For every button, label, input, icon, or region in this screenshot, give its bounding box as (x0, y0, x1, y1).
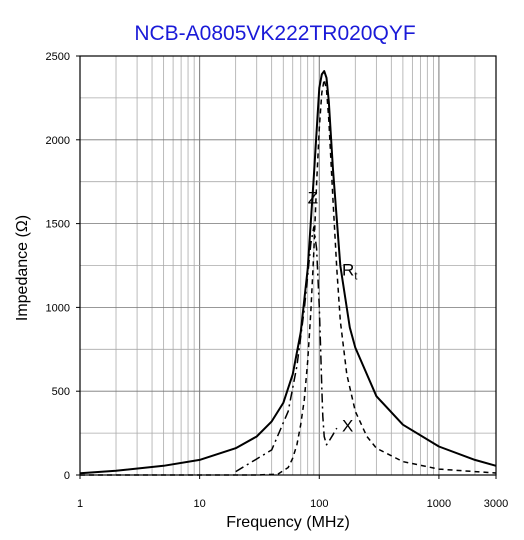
grid (80, 56, 496, 475)
annotation-x: X (342, 416, 353, 435)
x-tick-label: 100 (310, 498, 328, 510)
series-line-r (80, 78, 497, 476)
series-line-z (79, 70, 497, 475)
x-tick-label: 3000 (484, 498, 508, 510)
annotations: Z Rt X (308, 188, 358, 435)
ticks: 1 10 100 1000 3000 0 500 1000 1500 2000 2500 (46, 51, 509, 510)
y-axis-label: Impedance (Ω) (14, 215, 31, 321)
x-tick-label: 1 (77, 498, 83, 510)
y-tick-label: 0 (64, 470, 70, 482)
y-tick-label: 500 (52, 386, 70, 398)
y-tick-label: 1000 (46, 302, 70, 314)
y-tick-label: 1500 (46, 219, 70, 231)
x-tick-label: 10 (194, 498, 206, 510)
annotation-r: Rt (342, 261, 357, 283)
annotation-subscript: t (354, 271, 357, 283)
series-line-x (235, 226, 338, 473)
series-layer (79, 70, 497, 476)
y-tick-label: 2000 (46, 135, 70, 147)
x-tick-label: 1000 (427, 498, 451, 510)
plot-frame (79, 55, 497, 476)
annotation-z: Z (308, 188, 318, 207)
chart-title: NCB-A0805VK222TR020QYF (134, 22, 415, 45)
x-axis-label: Frequency (MHz) (226, 514, 350, 531)
y-tick-label: 2500 (46, 51, 70, 63)
